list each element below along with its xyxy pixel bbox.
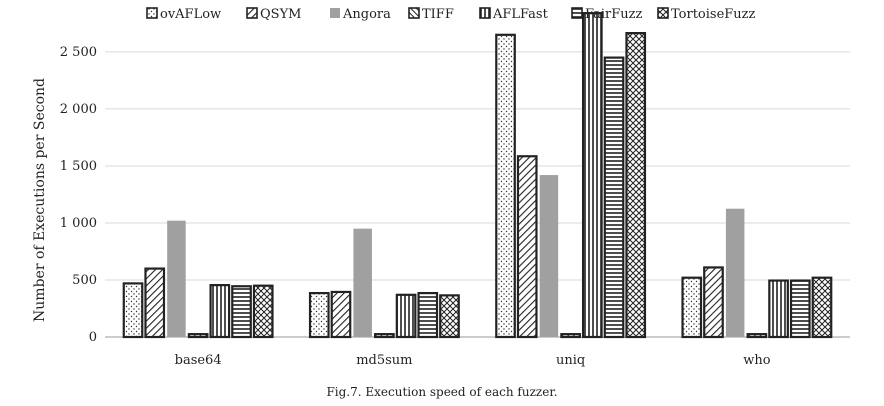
legend-item-tortoisefuzz: TortoiseFuzz <box>657 7 756 22</box>
legend-label: ovAFLow <box>160 7 221 22</box>
bar-angora-uniq <box>539 175 559 337</box>
bar-tiff-md5sum <box>374 333 395 339</box>
bar-angora-md5sum <box>353 228 372 337</box>
bars <box>122 12 833 339</box>
bar-angora-who <box>725 208 745 337</box>
bar-angora-base64 <box>167 220 186 337</box>
legend-swatch <box>246 7 258 19</box>
bar-tortoisefuzz-who <box>811 276 833 339</box>
y-axis-title: Number of Executions per Second <box>32 78 48 322</box>
bar-chart: 0 500 1 000 1 500 2 000 2 500 base64 md5sum uni… <box>32 7 850 368</box>
legend-item-angora: Angora <box>330 7 391 22</box>
grid-lines <box>105 51 850 338</box>
bar-tiff-base64 <box>187 333 209 339</box>
legend-label: AFLFast <box>492 7 549 22</box>
legend: ovAFLow QSYM Angora TIFF AFLFast FairFuzz Tort… <box>146 7 756 22</box>
bar-ovaflow-base64 <box>122 282 144 339</box>
bar-qsym-md5sum <box>330 290 352 339</box>
y-tick-label: 1 000 <box>60 216 97 231</box>
bar-tiff-uniq <box>560 333 581 339</box>
legend-item-fairfuzz: FairFuzz <box>571 7 643 22</box>
legend-swatch <box>408 7 420 19</box>
y-tick-labels: 0 500 1 000 1 500 2 000 2 500 <box>60 45 97 345</box>
bar-ovaflow-uniq <box>495 33 516 339</box>
legend-item-ovaflow: ovAFLow <box>146 7 221 22</box>
legend-label: TIFF <box>422 7 454 22</box>
category-labels: base64 md5sum uniq who <box>175 353 771 368</box>
legend-swatch <box>146 7 158 19</box>
y-tick-label: 1 500 <box>60 159 97 174</box>
legend-item-tiff: TIFF <box>408 7 454 22</box>
y-tick-label: 0 <box>89 330 97 345</box>
category-label-who: who <box>743 353 771 368</box>
bar-fairfuzz-uniq <box>603 56 625 339</box>
legend-label: FairFuzz <box>585 7 643 22</box>
legend-swatch <box>479 7 491 19</box>
figure-caption: Fig.7. Execution speed of each fuzzer. <box>326 385 558 399</box>
y-tick-label: 2 000 <box>60 102 97 117</box>
bar-tiff-who <box>746 333 768 339</box>
bar-qsym-uniq <box>516 155 538 339</box>
bar-fairfuzz-who <box>789 279 811 339</box>
legend-item-aflfast: AFLFast <box>479 7 549 22</box>
bar-fairfuzz-base64 <box>231 285 252 339</box>
bar-qsym-who <box>703 266 724 339</box>
bar-aflfast-who <box>768 279 789 339</box>
bar-tortoisefuzz-uniq <box>625 31 647 339</box>
bar-tortoisefuzz-md5sum <box>439 294 460 339</box>
bar-qsym-base64 <box>144 267 166 339</box>
bar-ovaflow-who <box>681 276 703 339</box>
bar-aflfast-base64 <box>209 284 231 339</box>
category-label-base64: base64 <box>175 353 222 368</box>
legend-item-qsym: QSYM <box>246 7 301 22</box>
legend-label: TortoiseFuzz <box>671 7 756 22</box>
bar-fairfuzz-md5sum <box>417 291 439 339</box>
bar-aflfast-md5sum <box>395 293 417 339</box>
bar-tortoisefuzz-base64 <box>252 284 274 339</box>
legend-swatch <box>330 8 340 18</box>
legend-label: Angora <box>342 7 391 22</box>
y-tick-label: 500 <box>72 273 97 288</box>
category-label-md5sum: md5sum <box>356 353 412 368</box>
bar-aflfast-uniq <box>581 12 603 339</box>
legend-label: QSYM <box>260 7 301 22</box>
bar-ovaflow-md5sum <box>308 291 330 339</box>
legend-swatch <box>571 7 583 19</box>
y-tick-label: 2 500 <box>60 45 97 60</box>
legend-swatch <box>657 7 669 19</box>
category-label-uniq: uniq <box>556 353 585 368</box>
